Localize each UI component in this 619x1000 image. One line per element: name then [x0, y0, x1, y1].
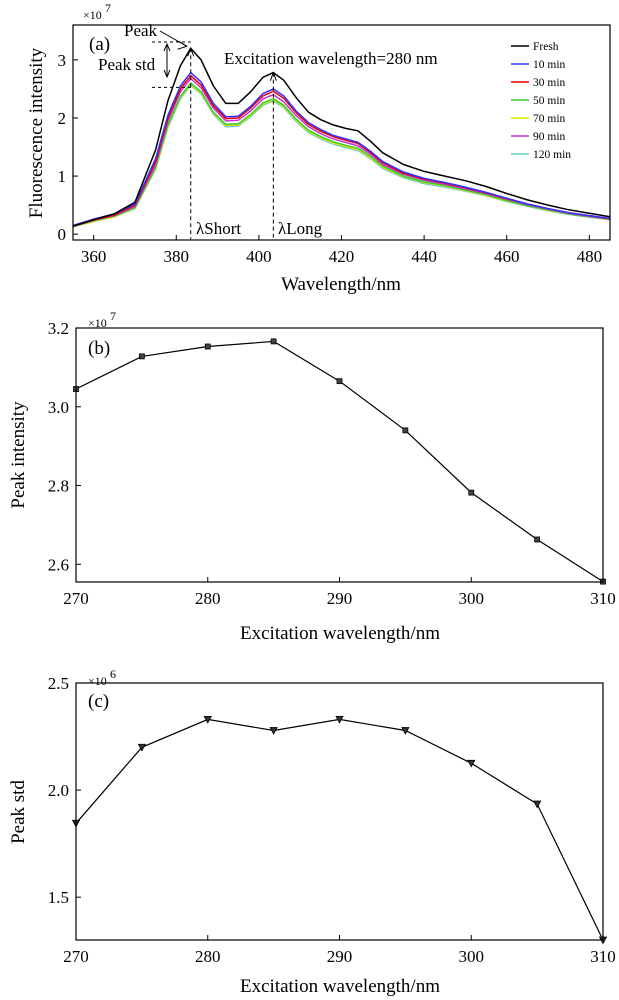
series-line [72, 74, 611, 227]
data-point-marker [532, 800, 542, 809]
axis-frame [75, 327, 604, 583]
legend-label: 120 min [533, 149, 571, 161]
panel-a-y-axis-title: Fluorescence intensity [26, 47, 47, 218]
y-tick-label: 2 [58, 109, 67, 128]
y-tick-label: 2.8 [48, 477, 69, 496]
data-point-marker [402, 427, 409, 434]
long-peak-arrowhead [269, 71, 277, 81]
legend-label: Fresh [533, 41, 559, 53]
panel-a-excitation-annotation: Excitation wavelength=280 nm [224, 49, 438, 68]
panel-a-lambda-short-label: λShort [196, 219, 241, 238]
legend-label: 70 min [533, 113, 566, 125]
x-tick-label: 300 [459, 947, 485, 966]
panel-a-peak-label: Peak [124, 21, 158, 40]
x-tick-label: 380 [164, 247, 190, 266]
legend-label: 30 min [533, 77, 566, 89]
panel-b-y-axis-title: Peak intensity [8, 401, 29, 509]
panel-a-annotations [152, 30, 277, 240]
x-tick-label: 310 [590, 589, 616, 608]
x-tick-label: 460 [494, 247, 520, 266]
panel-a-peak-std-label: Peak std [98, 55, 156, 74]
x-tick-label: 400 [246, 247, 272, 266]
panel-c-series [71, 716, 608, 945]
panel-a-x-axis-title: Wavelength/nm [281, 274, 401, 295]
panel-b-axes: 270 280 290 300 310 2.6 2.8 3.0 3.2 [48, 319, 616, 608]
data-point-marker [204, 343, 211, 350]
panel-c-multiplier-exponent: 6 [110, 667, 116, 681]
panel-c-label: (c) [88, 691, 109, 712]
data-point-marker [137, 743, 147, 752]
legend-label: 10 min [533, 59, 566, 71]
data-point-marker [269, 727, 278, 735]
series-line [72, 82, 611, 228]
series-line [75, 718, 604, 941]
panel-b-chart: 270 280 290 300 310 2.6 2.8 3.0 3.2 (b) ×10 7 Ex… [8, 309, 616, 644]
peak-std-arrow-down [163, 69, 171, 79]
y-tick-label: 3 [58, 51, 67, 70]
x-tick-label: 300 [459, 589, 485, 608]
panel-a-chart: (a) ×10 7 Excitation wavelength=280 nm P… [26, 1, 611, 295]
x-tick-label: 270 [63, 589, 89, 608]
peak-pointer-arrowhead [177, 40, 188, 50]
data-point-marker [203, 716, 212, 724]
panel-b-x-axis-title: Excitation wavelength/nm [240, 623, 440, 644]
x-tick-label: 280 [195, 947, 221, 966]
x-tick-label: 360 [81, 247, 107, 266]
x-tick-label: 280 [195, 589, 221, 608]
legend-label: 50 min [533, 95, 566, 107]
y-tick-label: 0 [58, 225, 67, 244]
panel-b-series [73, 338, 606, 585]
short-peak-arrowhead [187, 46, 195, 57]
data-point-marker [467, 759, 476, 768]
panel-c-multiplier: ×10 [88, 674, 107, 688]
y-tick-label: 3.0 [48, 398, 69, 417]
data-point-marker [336, 378, 343, 385]
panel-b-multiplier: ×10 [88, 316, 107, 330]
x-tick-label: 270 [63, 947, 89, 966]
data-point-marker [401, 727, 410, 735]
data-point-marker [468, 489, 475, 496]
data-point-marker [335, 716, 344, 724]
data-point-marker [138, 353, 145, 360]
legend-label: 90 min [533, 131, 566, 143]
data-point-marker [270, 338, 277, 345]
y-tick-label: 1.5 [48, 888, 69, 907]
panel-c-x-axis-title: Excitation wavelength/nm [240, 976, 440, 997]
series-line [72, 47, 611, 227]
x-tick-label: 440 [411, 247, 437, 266]
y-tick-label: 3.2 [48, 319, 69, 338]
panel-a-label: (a) [89, 34, 110, 55]
panel-c-axes: 270 280 290 300 310 1.5 2.0 2.5 [48, 674, 616, 966]
panel-a-multiplier: ×10 [83, 8, 102, 22]
panel-b-label: (b) [88, 338, 110, 359]
panel-a-legend: Fresh 10 min 30 min 50 min 70 min 90 min 120 m… [511, 41, 571, 161]
panel-a-lambda-long-label: λLong [278, 219, 323, 238]
y-tick-label: 1 [58, 167, 67, 186]
series-line [72, 71, 611, 227]
data-point-marker [534, 536, 541, 543]
series-line [75, 340, 604, 583]
y-tick-label: 2.6 [48, 555, 69, 574]
panel-c-chart: 270 280 290 300 310 1.5 2.0 2.5 (c) ×10 6 Excit… [8, 667, 616, 997]
panel-a-axes: 360 380 400 420 440 460 480 0 1 2 3 [58, 24, 611, 266]
x-tick-label: 480 [577, 247, 603, 266]
panel-c-y-axis-title: Peak std [8, 780, 29, 844]
y-tick-label: 2.0 [48, 781, 69, 800]
peak-std-arrow-up [163, 42, 171, 52]
panel-a-multiplier-exponent: 7 [105, 1, 111, 15]
panel-b-multiplier-exponent: 7 [110, 309, 116, 323]
x-tick-label: 290 [327, 947, 353, 966]
y-tick-label: 2.5 [48, 674, 69, 693]
x-tick-label: 420 [329, 247, 355, 266]
x-tick-label: 290 [327, 589, 353, 608]
panel-a-series-lines [72, 47, 611, 228]
x-tick-label: 310 [590, 947, 616, 966]
